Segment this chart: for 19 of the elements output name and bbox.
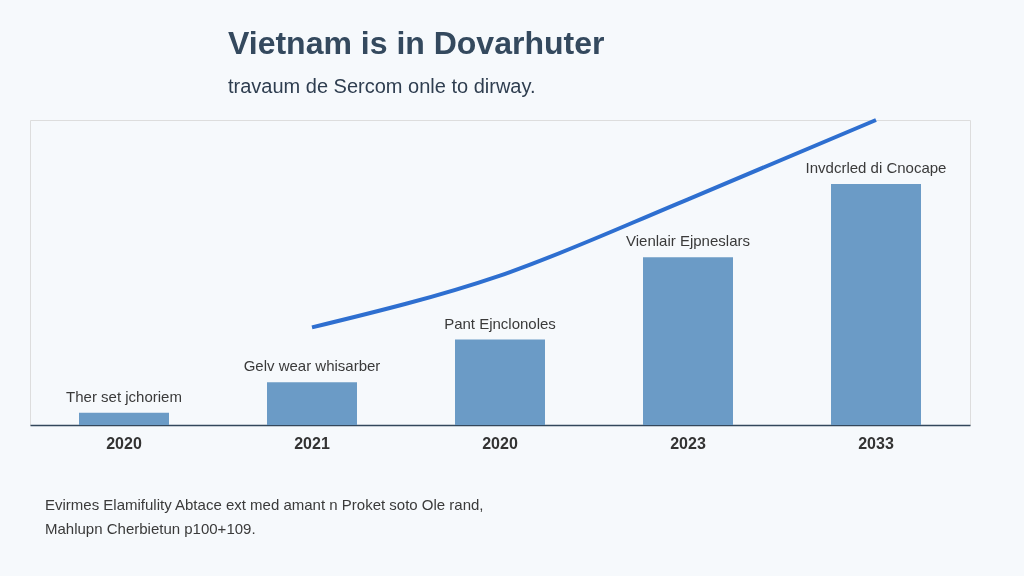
chart-subtitle: travaum de Sercom onle to dirway. [228, 75, 536, 97]
bar [831, 184, 921, 425]
chart-title: Vietnam is in Dovarhuter [228, 25, 605, 61]
bar [267, 382, 357, 425]
annotation: Pant Ejnclonoles [444, 314, 556, 332]
x-tick-label: 2021 [294, 434, 330, 452]
bar [643, 257, 733, 425]
x-tick-label: 2023 [670, 434, 706, 452]
text: Evirmes Elamifulity Abtace ext med amant n Proket soto Ole rand, [45, 496, 484, 513]
bar [79, 412, 169, 425]
x-tick-label: 2033 [858, 434, 894, 452]
bar [455, 339, 545, 425]
x-tick-label: 2020 [106, 434, 142, 452]
annotation: Ther set jchoriem [66, 387, 182, 405]
x-tick-label: 2020 [482, 434, 518, 452]
annotation: Gelv wear whisarber [243, 357, 381, 375]
annotation: Vienlair Ejpneslars [626, 232, 750, 250]
text: Mahlupn Cherbietun p100+109. [45, 520, 256, 537]
annotation: Invdcrled di Cnocape [805, 159, 947, 177]
